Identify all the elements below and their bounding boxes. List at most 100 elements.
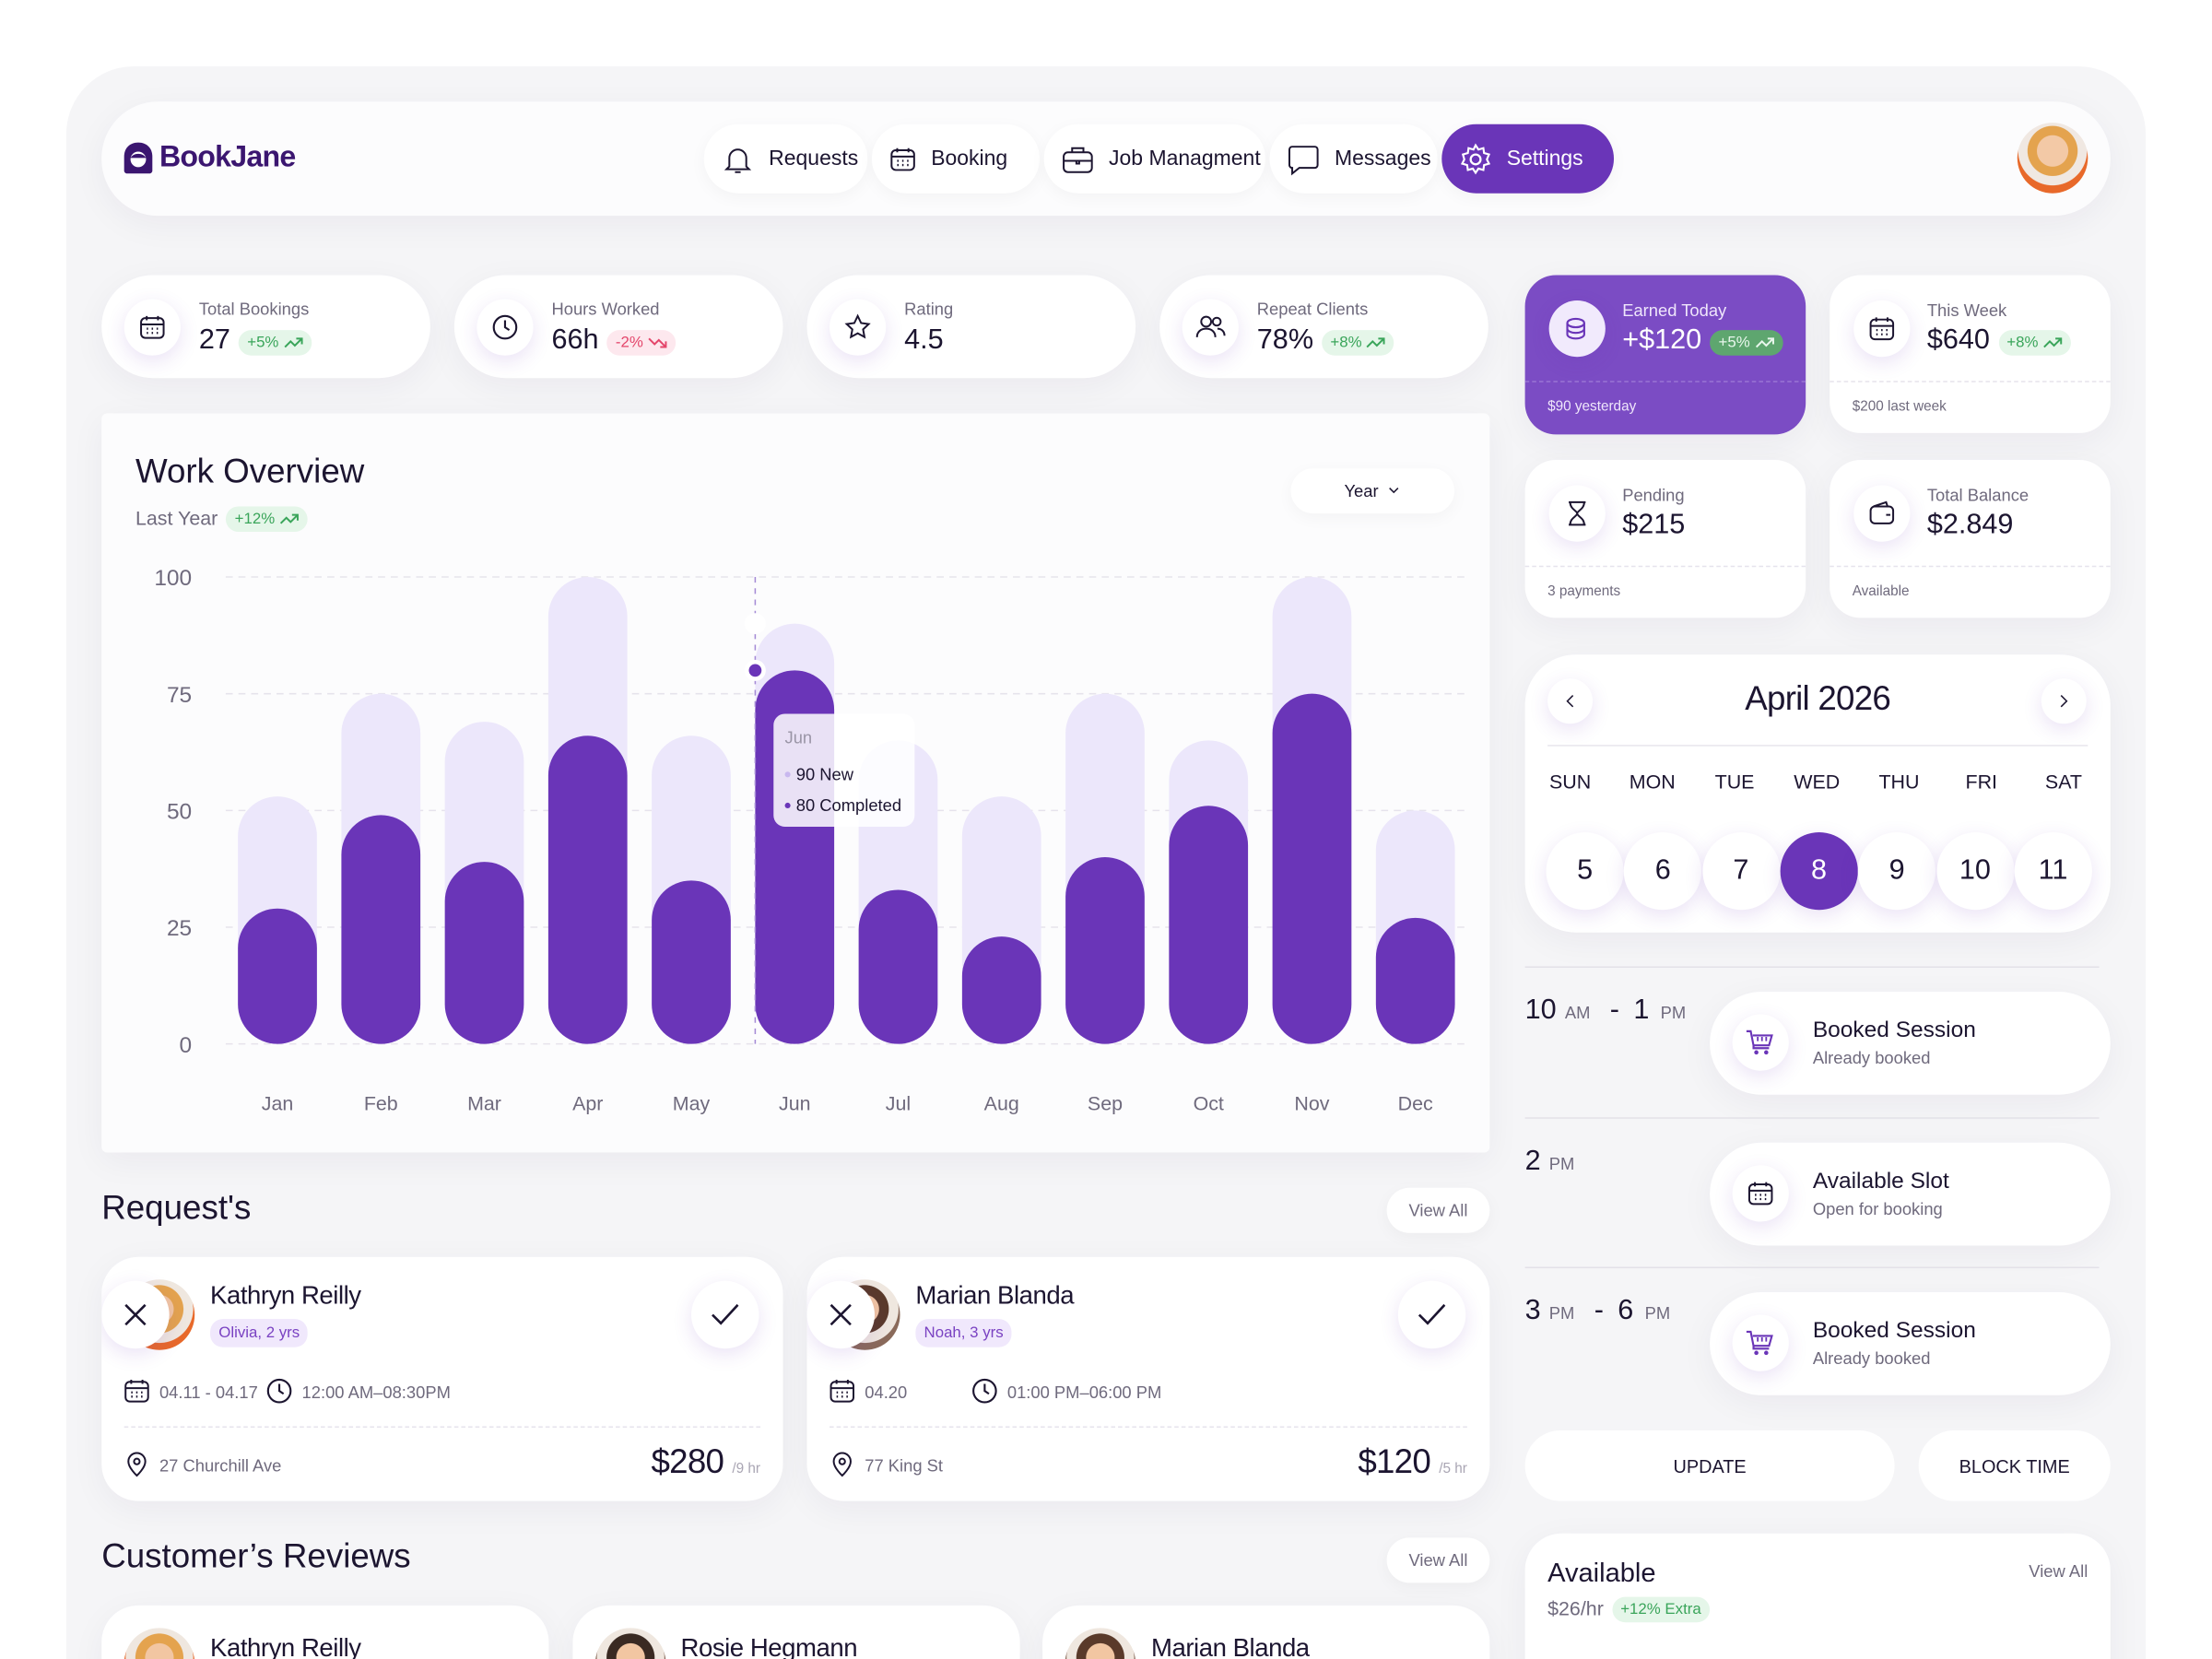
nav-item[interactable]: Settings (1441, 124, 1615, 194)
icon-part (1870, 317, 1894, 327)
change-badge: +8% (1322, 329, 1394, 356)
accept-button[interactable] (1397, 1280, 1466, 1349)
stat-card: Total Bookings 27 +5% (101, 275, 430, 379)
slot-card[interactable]: Booked Session Already booked (1710, 1292, 2111, 1395)
slot-card[interactable]: Booked Session Already booked (1710, 992, 2111, 1095)
icon-part (124, 1303, 147, 1326)
profile-avatar[interactable] (2017, 123, 2088, 194)
slot-card[interactable]: Available Slot Open for booking (1710, 1142, 2111, 1245)
nav-item[interactable]: Booking (871, 124, 1041, 194)
accept-button[interactable] (690, 1280, 759, 1349)
view-all-button[interactable]: View All (1386, 1537, 1490, 1583)
time-range: 3 PM -6 PM (1525, 1295, 1671, 1327)
icon-part (125, 1379, 148, 1390)
x-tick-label: Mar (467, 1093, 501, 1115)
earnings-card: Pending $215 3 payments (1524, 459, 1806, 618)
day[interactable]: 6 (1624, 832, 1702, 911)
tooltip-series: Completed (819, 795, 901, 815)
icon-part (1460, 142, 1491, 174)
review-card: Marian Blanda (1042, 1605, 1490, 1659)
day[interactable]: 11 (2014, 832, 2092, 911)
icon-part (1754, 1050, 1759, 1055)
time-start: 2 (1524, 1145, 1541, 1176)
icon-part (1869, 505, 1895, 524)
icon-part (1566, 695, 1574, 708)
review-card: Kathryn Reilly (101, 1605, 549, 1659)
icon-part (1746, 1330, 1773, 1350)
requests-title: Request's (101, 1189, 252, 1228)
reject-button[interactable] (101, 1280, 170, 1349)
icon-part (972, 1378, 997, 1404)
icon-part (891, 147, 914, 158)
icon-part (279, 514, 299, 525)
weekday: MON (1629, 770, 1676, 794)
avatar (1065, 1628, 1136, 1659)
subtitle-text: Last Year (135, 506, 218, 529)
next-month-button[interactable] (2041, 678, 2087, 724)
icon-part (279, 514, 299, 525)
nav-label: Job Managment (1109, 147, 1261, 171)
day[interactable]: 8 (1780, 832, 1858, 911)
time-start: 10 (1524, 994, 1557, 1026)
icon-part (1869, 500, 1895, 524)
view-all-button[interactable]: View All (1386, 1187, 1490, 1233)
icon-part (131, 1391, 143, 1398)
icon-part (1746, 1030, 1773, 1050)
day[interactable]: 9 (1858, 832, 1936, 911)
slot-title: Booked Session (1812, 1018, 1976, 1043)
day[interactable]: 5 (1546, 832, 1624, 911)
icon-part (2042, 336, 2062, 347)
day[interactable]: 10 (1936, 832, 2014, 911)
earnings-icon (1853, 300, 1911, 358)
icon-part (1367, 336, 1386, 347)
weekday: TUE (1714, 770, 1755, 794)
stat-icon (477, 299, 534, 356)
icon-part (712, 1303, 739, 1325)
divider (1830, 565, 2111, 568)
child-badge: Noah, 3 yrs (915, 1319, 1012, 1347)
icon-part (830, 1303, 852, 1326)
icon-part (724, 147, 752, 172)
update-button[interactable]: UPDATE (1524, 1430, 1895, 1501)
day[interactable]: 7 (1701, 832, 1781, 911)
earnings-label: Earned Today (1622, 300, 1727, 321)
icon-part (838, 1457, 846, 1465)
icon-part (1764, 1350, 1769, 1356)
icon-part (983, 1383, 990, 1395)
icon-part (897, 159, 909, 166)
change-text: +12% (234, 511, 276, 528)
x-tick-label: Apr (572, 1093, 603, 1115)
reject-button[interactable] (806, 1280, 875, 1349)
earnings-note: Available (1852, 583, 1910, 600)
icon-part (124, 1303, 147, 1326)
nav-label: Booking (931, 147, 1008, 171)
request-unit: /5 hr (1439, 1461, 1467, 1477)
view-all-button[interactable]: View All (2029, 1561, 2088, 1582)
change-badge: +12% (226, 506, 308, 533)
icon-part (1063, 150, 1093, 172)
block-time-button[interactable]: BLOCK TIME (1918, 1430, 2111, 1501)
icon-part (830, 1379, 855, 1403)
tooltip (773, 713, 915, 827)
icon-part (1200, 315, 1213, 328)
earnings-note: $200 last week (1852, 399, 1947, 415)
earnings-note: $90 yesterday (1547, 399, 1637, 415)
earnings-value-row: +$120 +5% (1622, 324, 1783, 357)
reviews-title: Customer’s Reviews (101, 1537, 411, 1576)
icon-part (1757, 1036, 1768, 1041)
nav-item[interactable]: Job Managment (1043, 124, 1265, 194)
nav-item[interactable]: Requests (703, 124, 868, 194)
hover-point (744, 659, 766, 681)
prev-month-button[interactable] (1547, 678, 1594, 724)
earnings-value: +$120 (1622, 324, 1702, 356)
range-selector[interactable]: Year (1290, 468, 1455, 514)
nav-item[interactable]: Messages (1269, 124, 1438, 194)
icon-part (724, 147, 752, 172)
tooltip-month: Jun (785, 728, 813, 747)
x-tick-label: Sep (1088, 1093, 1123, 1115)
request-dates: 04.11 - 04.17 (159, 1382, 258, 1403)
bar (961, 936, 1041, 1044)
y-tick-label: 25 (167, 916, 192, 941)
icon-part (1755, 1193, 1767, 1200)
icon-part (1566, 323, 1585, 340)
